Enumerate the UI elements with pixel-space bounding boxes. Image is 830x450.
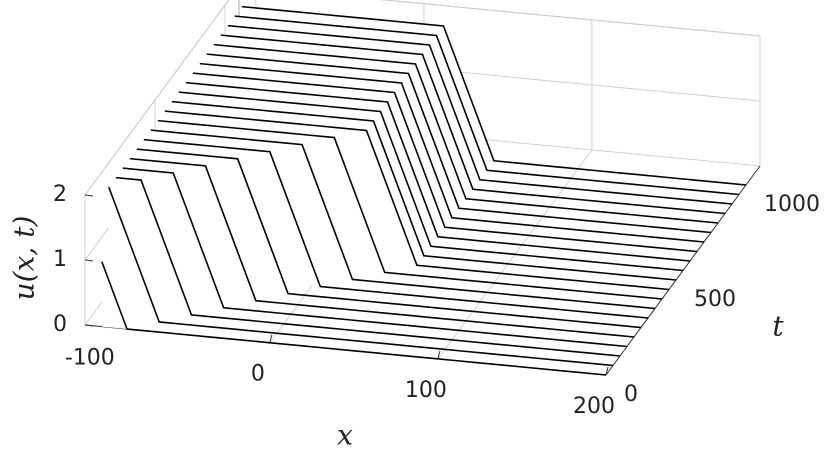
y-tick-label: 500 (694, 287, 736, 312)
curve-mask (129, 158, 634, 337)
curve (150, 129, 656, 310)
y-tick-label: 0 (624, 382, 638, 407)
curve (143, 138, 649, 319)
x-axis-label: x (337, 419, 353, 450)
t-axis-label: t (772, 310, 784, 343)
curve (157, 119, 663, 300)
x-tick-label: -100 (65, 346, 115, 371)
curve (101, 261, 607, 376)
y-tick-label: 1000 (764, 192, 820, 217)
curve (241, 5, 747, 186)
u-tick (84, 259, 94, 262)
u-tick (84, 194, 94, 197)
grid-line (84, 0, 230, 196)
curve (136, 148, 642, 329)
curve (199, 62, 705, 243)
curve (108, 186, 614, 367)
curve (164, 110, 670, 291)
curve-mask (136, 149, 641, 328)
u-axis-label: u(x, t) (8, 216, 41, 301)
curve-mask (122, 168, 627, 347)
curve (227, 24, 733, 205)
z-tick-label: 1 (53, 247, 67, 272)
x-tick (437, 350, 441, 359)
x-tick-label: 200 (573, 394, 615, 419)
x-tick-label: 100 (405, 378, 447, 403)
x-tick (605, 366, 609, 376)
curve (206, 53, 712, 234)
curve (122, 167, 628, 348)
z-tick-label: 2 (53, 182, 67, 207)
x-tick (269, 334, 273, 343)
curve (234, 15, 740, 196)
grid-line (379, 0, 761, 37)
curve (171, 100, 677, 281)
x-tick-label: 0 (251, 362, 265, 387)
u-tick (84, 324, 94, 327)
curve (192, 72, 698, 253)
curve (178, 91, 684, 272)
curve (220, 34, 726, 215)
z-tick-label: 0 (53, 312, 67, 337)
curve (115, 176, 621, 357)
curve (129, 157, 635, 338)
curve (213, 43, 719, 224)
curve (185, 81, 691, 262)
